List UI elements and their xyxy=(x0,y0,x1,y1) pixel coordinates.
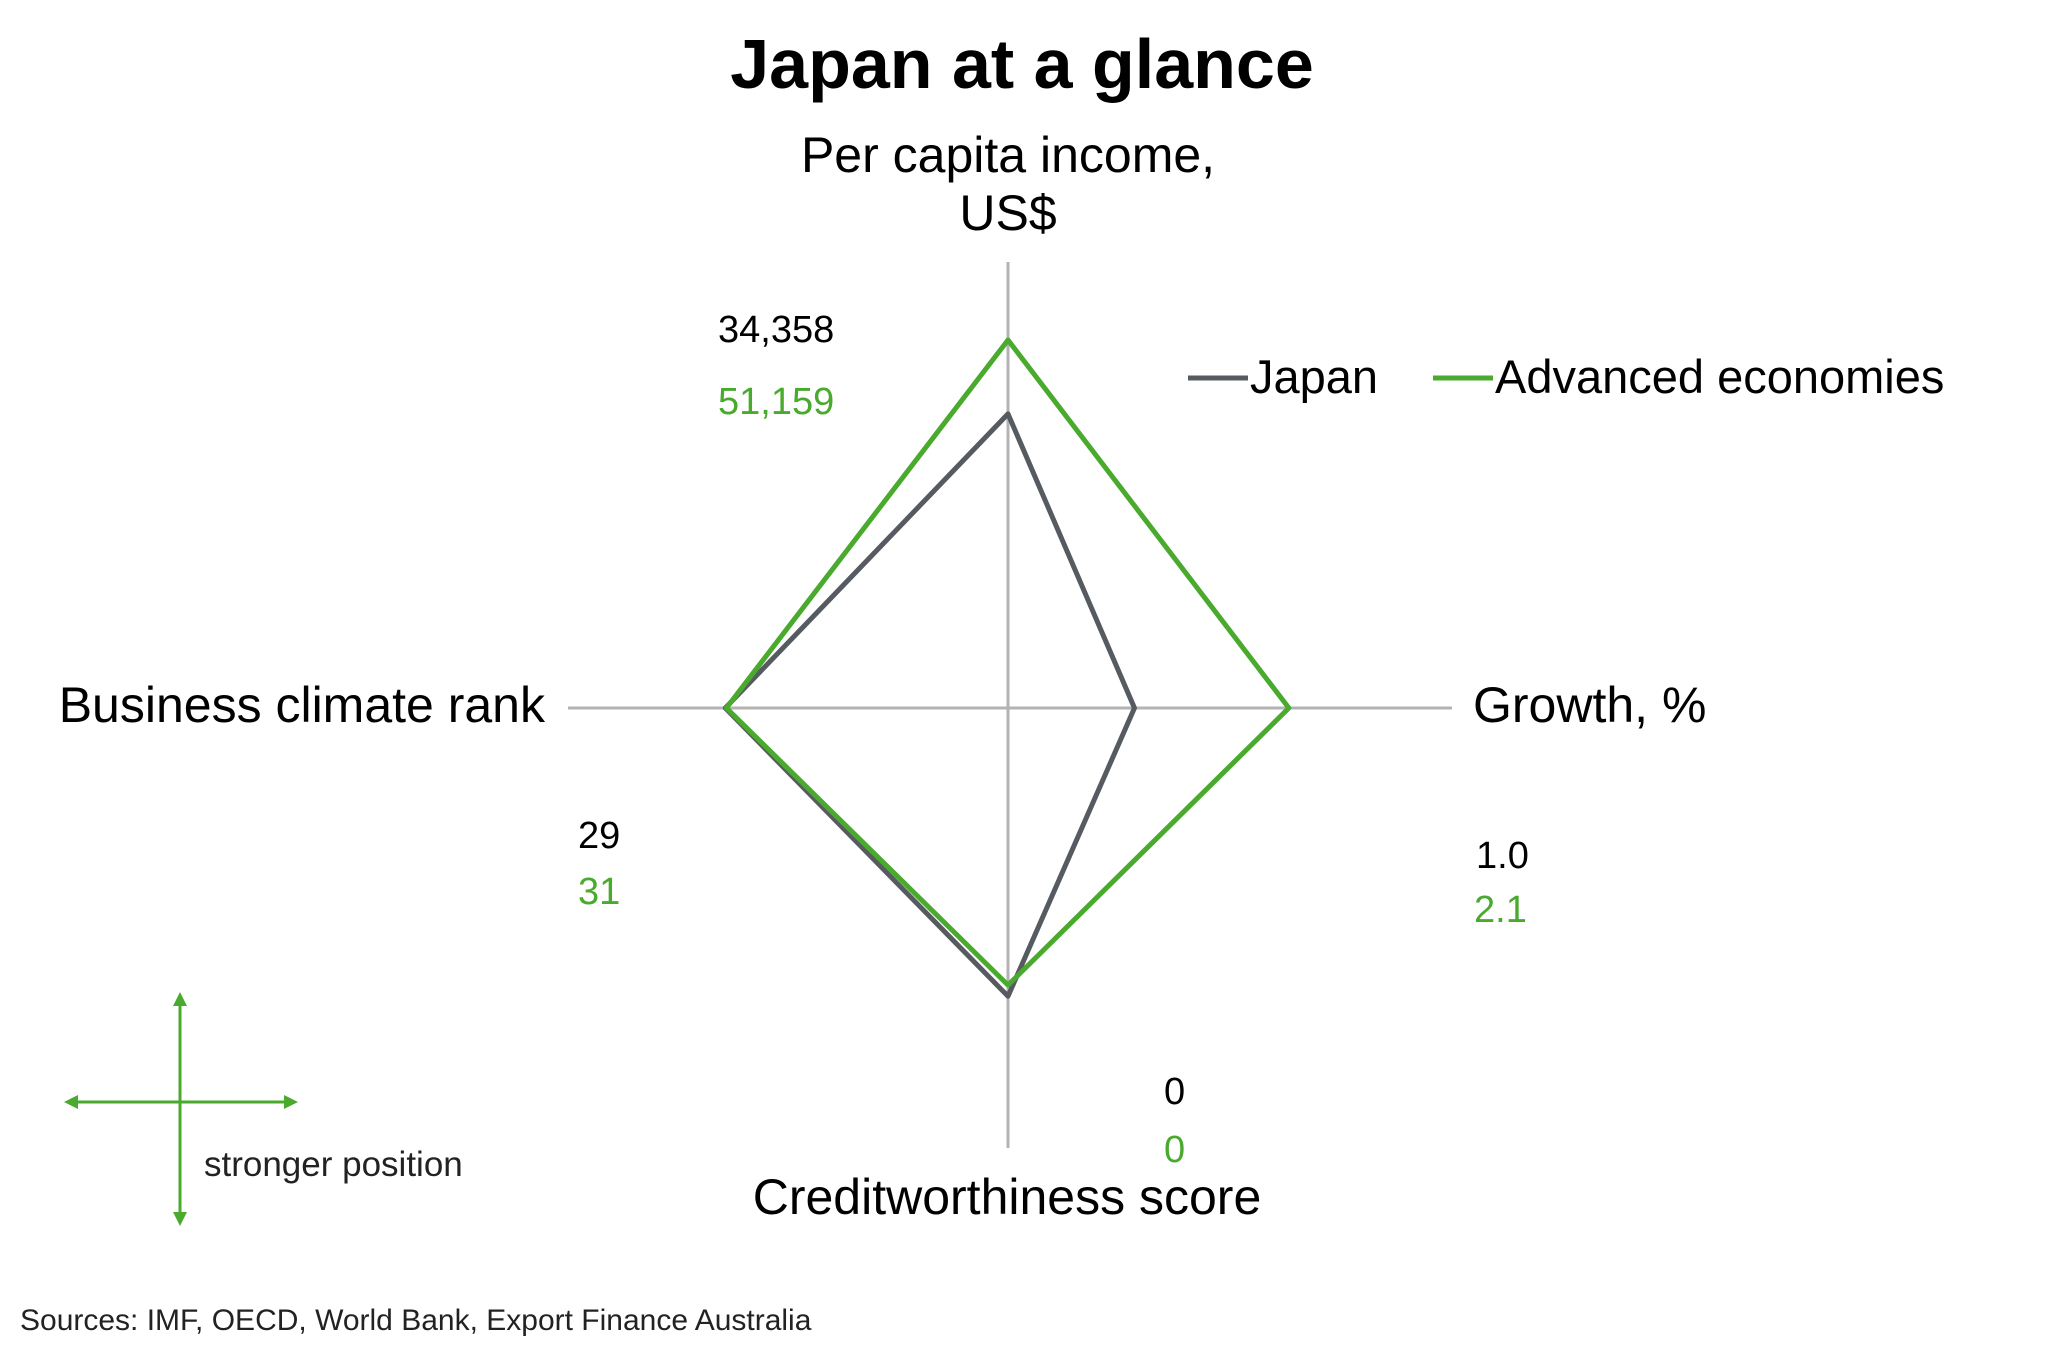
stronger-position-label: stronger position xyxy=(204,1145,463,1184)
series-japan-polygon xyxy=(722,411,1137,999)
value-label-advanced-business: 31 xyxy=(578,871,620,913)
axis-label-growth: Growth, % xyxy=(1473,677,1706,733)
value-label-advanced-income: 51,159 xyxy=(718,381,834,423)
value-label-japan-income: 34,358 xyxy=(718,309,834,351)
legend-label-advanced-economies: Advanced economies xyxy=(1495,350,1944,403)
value-label-advanced-growth: 2.1 xyxy=(1474,889,1527,931)
value-label-japan-business: 29 xyxy=(578,815,620,857)
axis-label-business: Business climate rank xyxy=(59,677,546,733)
chart-title: Japan at a glance xyxy=(730,25,1314,103)
axis-label-income-line1: Per capita income, xyxy=(801,127,1215,183)
axis-label-income-line2: US$ xyxy=(959,185,1056,241)
value-label-advanced-credit: 0 xyxy=(1164,1129,1185,1171)
source-note: Sources: IMF, OECD, World Bank, Export F… xyxy=(20,1304,812,1337)
legend-label-japan: Japan xyxy=(1250,350,1378,403)
legend: Japan Advanced economies xyxy=(1188,350,1944,403)
axis-label-credit: Creditworthiness score xyxy=(753,1169,1262,1225)
value-label-japan-credit: 0 xyxy=(1164,1071,1185,1113)
stronger-position-arrows-icon xyxy=(64,992,298,1226)
value-label-japan-growth: 1.0 xyxy=(1476,835,1529,877)
series-advanced-economies-polygon xyxy=(723,337,1292,988)
